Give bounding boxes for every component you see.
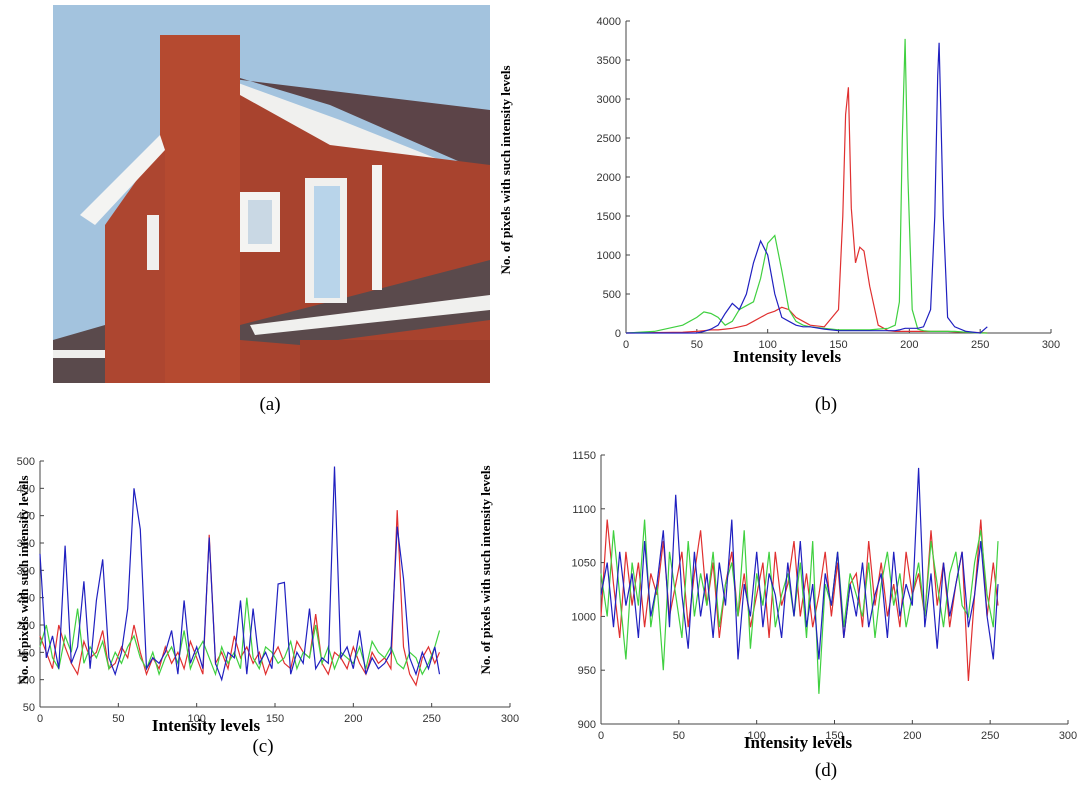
y-tick-label: 1000 <box>597 250 621 262</box>
y-tick-label: 900 <box>578 719 596 731</box>
series-line <box>39 510 441 687</box>
y-tick-label: 0 <box>615 328 621 340</box>
y-axis-label: No. of pixels with such intensity levels <box>498 65 513 274</box>
caption: (b) <box>815 394 837 415</box>
x-tick-label: 150 <box>825 730 843 742</box>
y-axis-label: No. of pixels with such intensity levels <box>478 465 493 674</box>
y-tick-label: 250 <box>17 593 35 605</box>
caption: (a) <box>259 394 280 415</box>
x-tick-label: 0 <box>623 339 629 351</box>
y-tick-label: 50 <box>23 702 35 714</box>
x-tick-label: 200 <box>344 713 362 725</box>
x-tick-label: 200 <box>900 339 918 351</box>
x-tick-label: 150 <box>266 713 284 725</box>
x-tick-label: 200 <box>903 730 921 742</box>
series-line <box>39 597 441 677</box>
x-tick-label: 250 <box>981 730 999 742</box>
x-axis-label: Intensity levels <box>744 733 853 752</box>
series-line <box>625 38 988 334</box>
x-tick-label: 100 <box>187 713 205 725</box>
y-tick-label: 1150 <box>572 450 596 462</box>
y-tick-label: 200 <box>17 620 35 632</box>
x-tick-label: 300 <box>501 713 519 725</box>
x-tick-label: 100 <box>747 730 765 742</box>
x-axis-label: Intensity levels <box>152 716 261 735</box>
y-tick-label: 400 <box>17 511 35 523</box>
series-line <box>626 42 988 334</box>
y-tick-label: 1500 <box>597 211 621 223</box>
y-tick-label: 3000 <box>597 94 621 106</box>
y-tick-label: 4000 <box>597 16 621 28</box>
y-tick-label: 100 <box>17 675 35 687</box>
x-tick-label: 300 <box>1042 339 1060 351</box>
x-tick-label: 150 <box>829 339 847 351</box>
y-tick-label: 1100 <box>572 504 596 516</box>
x-tick-label: 50 <box>112 713 124 725</box>
x-tick-label: 100 <box>758 339 776 351</box>
x-axis-label: Intensity levels <box>733 347 842 366</box>
series-line <box>39 466 441 682</box>
y-tick-label: 500 <box>17 456 35 468</box>
y-tick-label: 150 <box>17 647 35 659</box>
y-axis-label: No. of pixels with such intensity levels <box>16 475 31 684</box>
y-tick-label: 500 <box>603 289 621 301</box>
y-tick-label: 2500 <box>597 133 621 145</box>
x-tick-label: 0 <box>37 713 43 725</box>
x-tick-label: 50 <box>673 730 685 742</box>
x-tick-label: 250 <box>971 339 989 351</box>
y-tick-label: 3500 <box>597 55 621 67</box>
x-tick-label: 250 <box>422 713 440 725</box>
series-line <box>625 87 988 334</box>
y-tick-label: 950 <box>578 665 596 677</box>
caption: (d) <box>815 760 837 781</box>
y-tick-label: 300 <box>17 565 35 577</box>
house-photo <box>53 5 490 383</box>
y-tick-label: 1000 <box>572 611 596 623</box>
x-tick-label: 0 <box>598 730 604 742</box>
y-tick-label: 2000 <box>597 172 621 184</box>
y-tick-label: 450 <box>17 483 35 495</box>
caption: (c) <box>252 736 273 757</box>
series-line <box>600 467 999 660</box>
x-tick-label: 300 <box>1059 730 1077 742</box>
y-tick-label: 1050 <box>572 558 596 570</box>
y-tick-label: 350 <box>17 538 35 550</box>
x-tick-label: 50 <box>691 339 703 351</box>
